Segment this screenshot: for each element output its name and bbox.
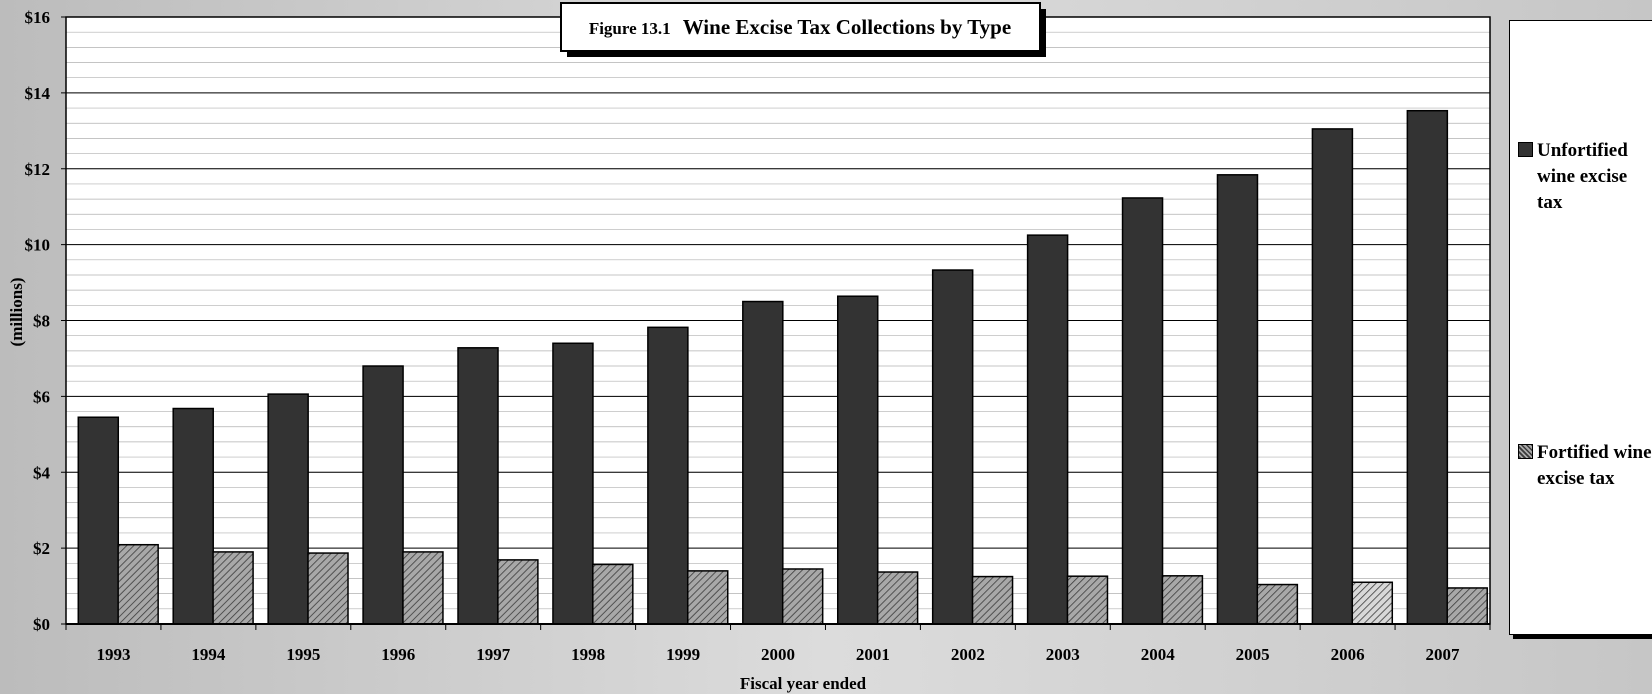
legend-label-unfortified: Unfortified wine excise tax [1537,140,1628,213]
bar-fortified-1998 [592,563,634,625]
bar-unfortified-1996 [362,365,404,625]
x-tick-label: 1993 [96,645,130,664]
bar-fortified-1997 [497,559,539,625]
bar-fortified-2007 [1446,587,1488,625]
y-tick-label: $12 [25,160,51,179]
x-tick-label: 2001 [856,645,890,664]
x-tick-label: 2004 [1141,645,1176,664]
legend-swatch-unfortified [1518,142,1533,157]
x-tick-label: 2003 [1046,645,1080,664]
legend-item-fortified: Fortified wine excise tax [1518,440,1652,492]
x-tick-label: 2002 [951,645,985,664]
bar-fortified-1995 [307,552,349,625]
x-axis-title: Fiscal year ended [740,674,867,693]
bar-fortified-1994 [212,551,254,625]
bar-unfortified-2003 [1026,234,1069,625]
x-tick-label: 2007 [1426,645,1461,664]
bar-unfortified-1994 [172,407,214,625]
bar-fortified-2003 [1066,575,1109,625]
bar-fortified-2005 [1256,583,1299,625]
x-tick-label: 1999 [666,645,700,664]
bar-unfortified-2005 [1216,174,1259,625]
y-tick-label: $10 [25,236,51,255]
svg-text:Figure 13.1 Wine Excis: Figure 13.1 Wine Excise Tax Collections … [589,15,1011,39]
legend: Unfortified wine excise tax Fortified wi… [1509,20,1652,635]
bar-unfortified-2006 [1311,128,1354,625]
bar-unfortified-2001 [836,295,879,625]
bar-fortified-1996 [402,551,444,625]
x-tick-label: 2000 [761,645,795,664]
y-tick-label: $6 [33,387,50,406]
bar-fortified-1993 [117,543,159,625]
x-tick-label: 1994 [191,645,226,664]
bar-unfortified-2000 [742,300,784,625]
y-tick-label: $14 [25,84,51,103]
bar-unfortified-1998 [552,342,594,625]
x-tick-label: 1998 [571,645,605,664]
chart-title: Wine Excise Tax Collections by Type [683,15,1011,39]
bar-unfortified-2004 [1121,197,1164,625]
bar-unfortified-1997 [457,347,499,625]
legend-item-unfortified: Unfortified wine excise tax [1518,138,1652,216]
bar-unfortified-1993 [77,416,120,625]
bar-fortified-2002 [971,575,1014,625]
bar-fortified-2001 [876,571,919,625]
y-tick-label: $4 [33,463,51,482]
y-axis-title: (millions) [7,278,26,347]
bar-fortified-1999 [686,570,729,625]
bar-fortified-2004 [1161,575,1204,625]
y-tick-label: $8 [33,312,50,331]
bar-unfortified-2007 [1406,109,1449,625]
y-tick-label: $2 [33,539,50,558]
bar-unfortified-1999 [647,326,689,625]
bar-unfortified-2002 [931,269,974,625]
legend-label-fortified: Fortified wine excise tax [1537,442,1652,489]
chart-title-box: Figure 13.1 Wine Excise Tax Collections … [560,2,1046,57]
chart-title-prefix: Figure 13.1 [589,19,671,38]
bar-fortified-2006 [1351,581,1394,625]
x-tick-label: 2005 [1236,645,1270,664]
y-tick-label: $16 [25,8,51,27]
y-tick-label: $0 [33,615,50,634]
legend-swatch-fortified [1518,444,1533,459]
bar-unfortified-1995 [267,393,309,625]
x-tick-label: 1995 [286,645,320,664]
x-tick-label: 1997 [476,645,511,664]
bar-fortified-2000 [781,568,824,625]
x-tick-label: 1996 [381,645,415,664]
x-tick-label: 2006 [1331,645,1365,664]
